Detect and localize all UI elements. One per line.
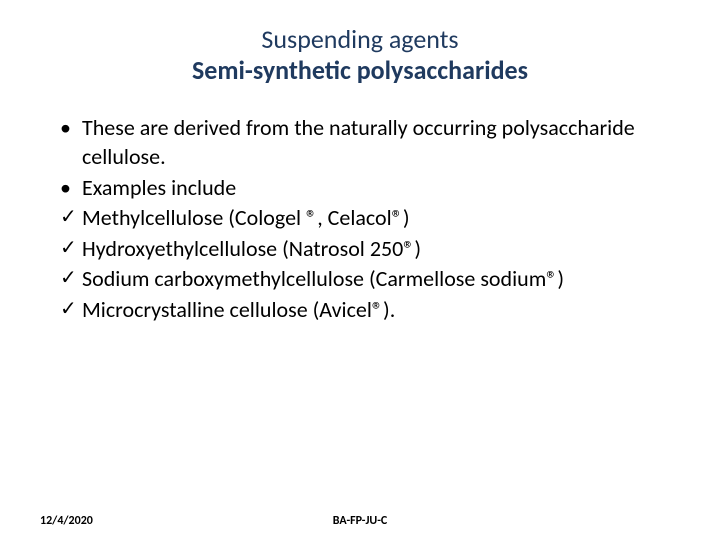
- list-item: ✓ Methylcellulose (Cologel ®, Celacol®): [60, 204, 680, 233]
- check-icon: ✓: [60, 235, 82, 262]
- bullet-icon: •: [60, 174, 82, 201]
- list-item: ✓ Sodium carboxymethylcellulose (Carmell…: [60, 265, 680, 294]
- title-block: Suspending agents Semi-synthetic polysac…: [40, 24, 680, 86]
- check-icon: ✓: [60, 296, 82, 323]
- content-list: • These are derived from the naturally o…: [60, 114, 680, 324]
- list-item: ✓ Microcrystalline cellulose (Avicel®).: [60, 296, 680, 325]
- list-item-text: Methylcellulose (Cologel ®, Celacol®): [82, 204, 410, 233]
- title-line-1: Suspending agents: [40, 24, 680, 55]
- bullet-icon: •: [60, 114, 82, 141]
- list-item: • These are derived from the naturally o…: [60, 114, 680, 171]
- list-item-text: Microcrystalline cellulose (Avicel®).: [82, 296, 395, 325]
- list-item: • Examples include: [60, 174, 680, 203]
- list-item-text: Hydroxyethylcellulose (Natrosol 250®): [82, 235, 421, 264]
- list-item: ✓ Hydroxyethylcellulose (Natrosol 250®): [60, 235, 680, 264]
- title-line-2: Semi-synthetic polysaccharides: [40, 55, 680, 86]
- check-icon: ✓: [60, 265, 82, 292]
- check-icon: ✓: [60, 204, 82, 231]
- list-item-text: Sodium carboxymethylcellulose (Carmellos…: [82, 265, 564, 294]
- footer-code: BA-FP-JU-C: [333, 514, 388, 528]
- list-item-text: These are derived from the naturally occ…: [82, 114, 680, 171]
- list-item-text: Examples include: [82, 174, 236, 203]
- footer-date: 12/4/2020: [40, 514, 93, 528]
- slide: Suspending agents Semi-synthetic polysac…: [0, 0, 720, 540]
